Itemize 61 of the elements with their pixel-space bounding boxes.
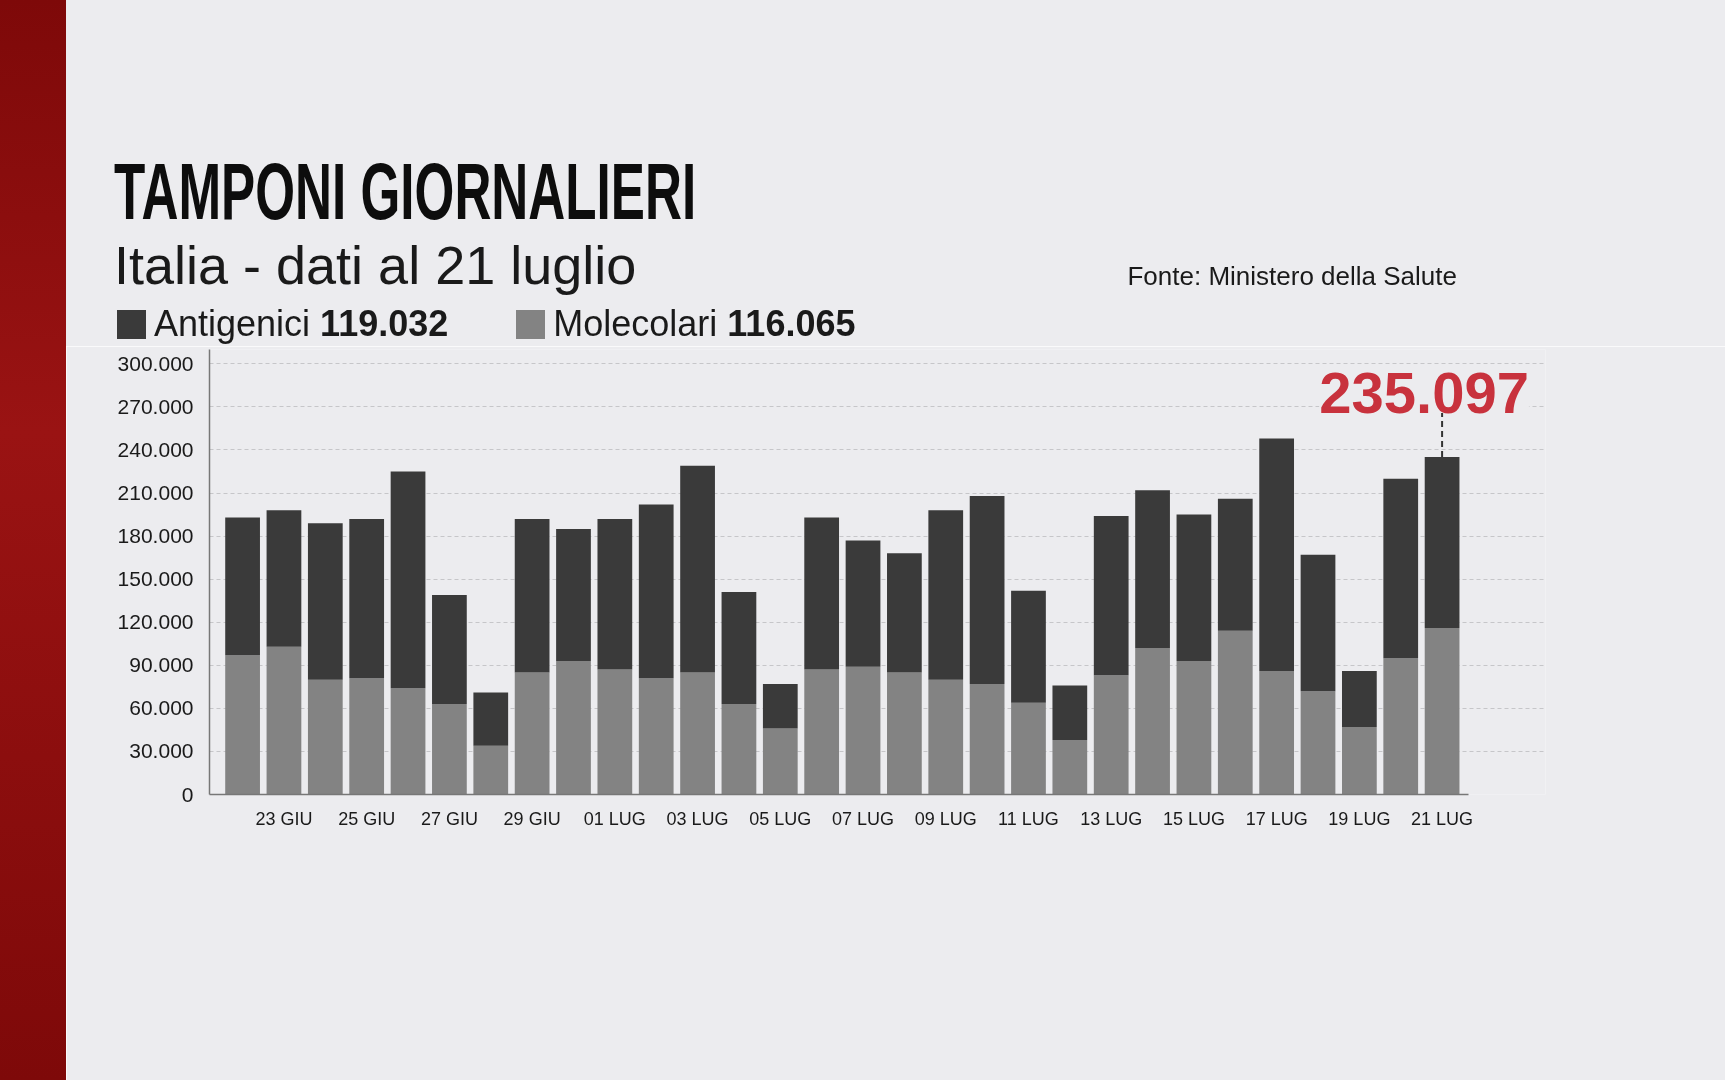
bar <box>1135 490 1170 649</box>
y-tick-label: 210.000 <box>117 481 194 505</box>
chart-subtitle: Italia - dati al 21 luglio <box>114 235 637 295</box>
x-tick-label: 29 GIU <box>503 808 561 829</box>
x-tick-label: 03 LUG <box>666 808 729 829</box>
bar <box>514 518 550 673</box>
bar <box>349 518 385 679</box>
bar <box>432 594 467 705</box>
x-tick-label: 27 GIU <box>420 808 478 829</box>
x-tick-label: 15 LUG <box>1162 808 1225 829</box>
x-tick-label: 05 LUG <box>749 808 812 829</box>
bar <box>1259 438 1295 672</box>
bar <box>266 510 302 647</box>
bar <box>1300 554 1336 692</box>
x-tick-label: 23 GIU <box>255 808 313 829</box>
bar <box>1342 671 1377 728</box>
annotation: 235.097 <box>1319 360 1529 426</box>
bar <box>597 518 633 670</box>
y-tick-label: 150.000 <box>117 567 194 591</box>
x-tick-label: 25 GIU <box>338 808 396 829</box>
bar <box>804 517 840 670</box>
bar <box>556 528 591 661</box>
x-tick-label: 07 LUG <box>832 808 895 829</box>
bar <box>307 523 343 680</box>
bar <box>969 495 1005 684</box>
legend-label: Antigenici 119.032 <box>154 303 449 344</box>
y-tick-label: 30.000 <box>129 739 194 763</box>
x-tick-label: 09 LUG <box>914 808 977 829</box>
bar <box>1093 516 1129 676</box>
x-tick-label: 21 LUG <box>1411 808 1474 829</box>
x-tick-label: 17 LUG <box>1245 808 1308 829</box>
bar <box>680 465 715 673</box>
y-tick-label: 0 <box>181 782 194 806</box>
bar <box>473 692 509 746</box>
x-tick-label: 19 LUG <box>1328 808 1391 829</box>
y-tick-label: 120.000 <box>117 610 194 634</box>
y-tick-label: 240.000 <box>117 437 194 461</box>
y-tick-label: 90.000 <box>129 653 194 677</box>
bar <box>390 471 426 689</box>
bar <box>887 553 922 673</box>
bar <box>762 683 798 729</box>
bar <box>1011 590 1046 703</box>
x-tick-label: 01 LUG <box>583 808 646 829</box>
source-note: Fonte: Ministero della Salute <box>1127 261 1457 291</box>
y-tick-label: 300.000 <box>117 351 194 375</box>
bar <box>928 510 964 680</box>
bar <box>721 592 757 705</box>
bar <box>1176 514 1212 661</box>
y-tick-label: 270.000 <box>117 394 194 418</box>
y-tick-label: 60.000 <box>129 696 194 720</box>
bar <box>1383 478 1419 659</box>
bar <box>845 540 881 667</box>
x-tick-label: 13 LUG <box>1080 808 1143 829</box>
bar <box>638 504 674 679</box>
legend-label: Molecolari 116.065 <box>553 303 856 344</box>
bar <box>1052 685 1088 740</box>
bar <box>1217 498 1253 631</box>
bar <box>225 517 260 656</box>
y-tick-label: 180.000 <box>117 524 194 548</box>
x-tick-label: 11 LUG <box>998 808 1059 829</box>
chart-title: TAMPONI GIORNALIERI <box>114 147 697 236</box>
